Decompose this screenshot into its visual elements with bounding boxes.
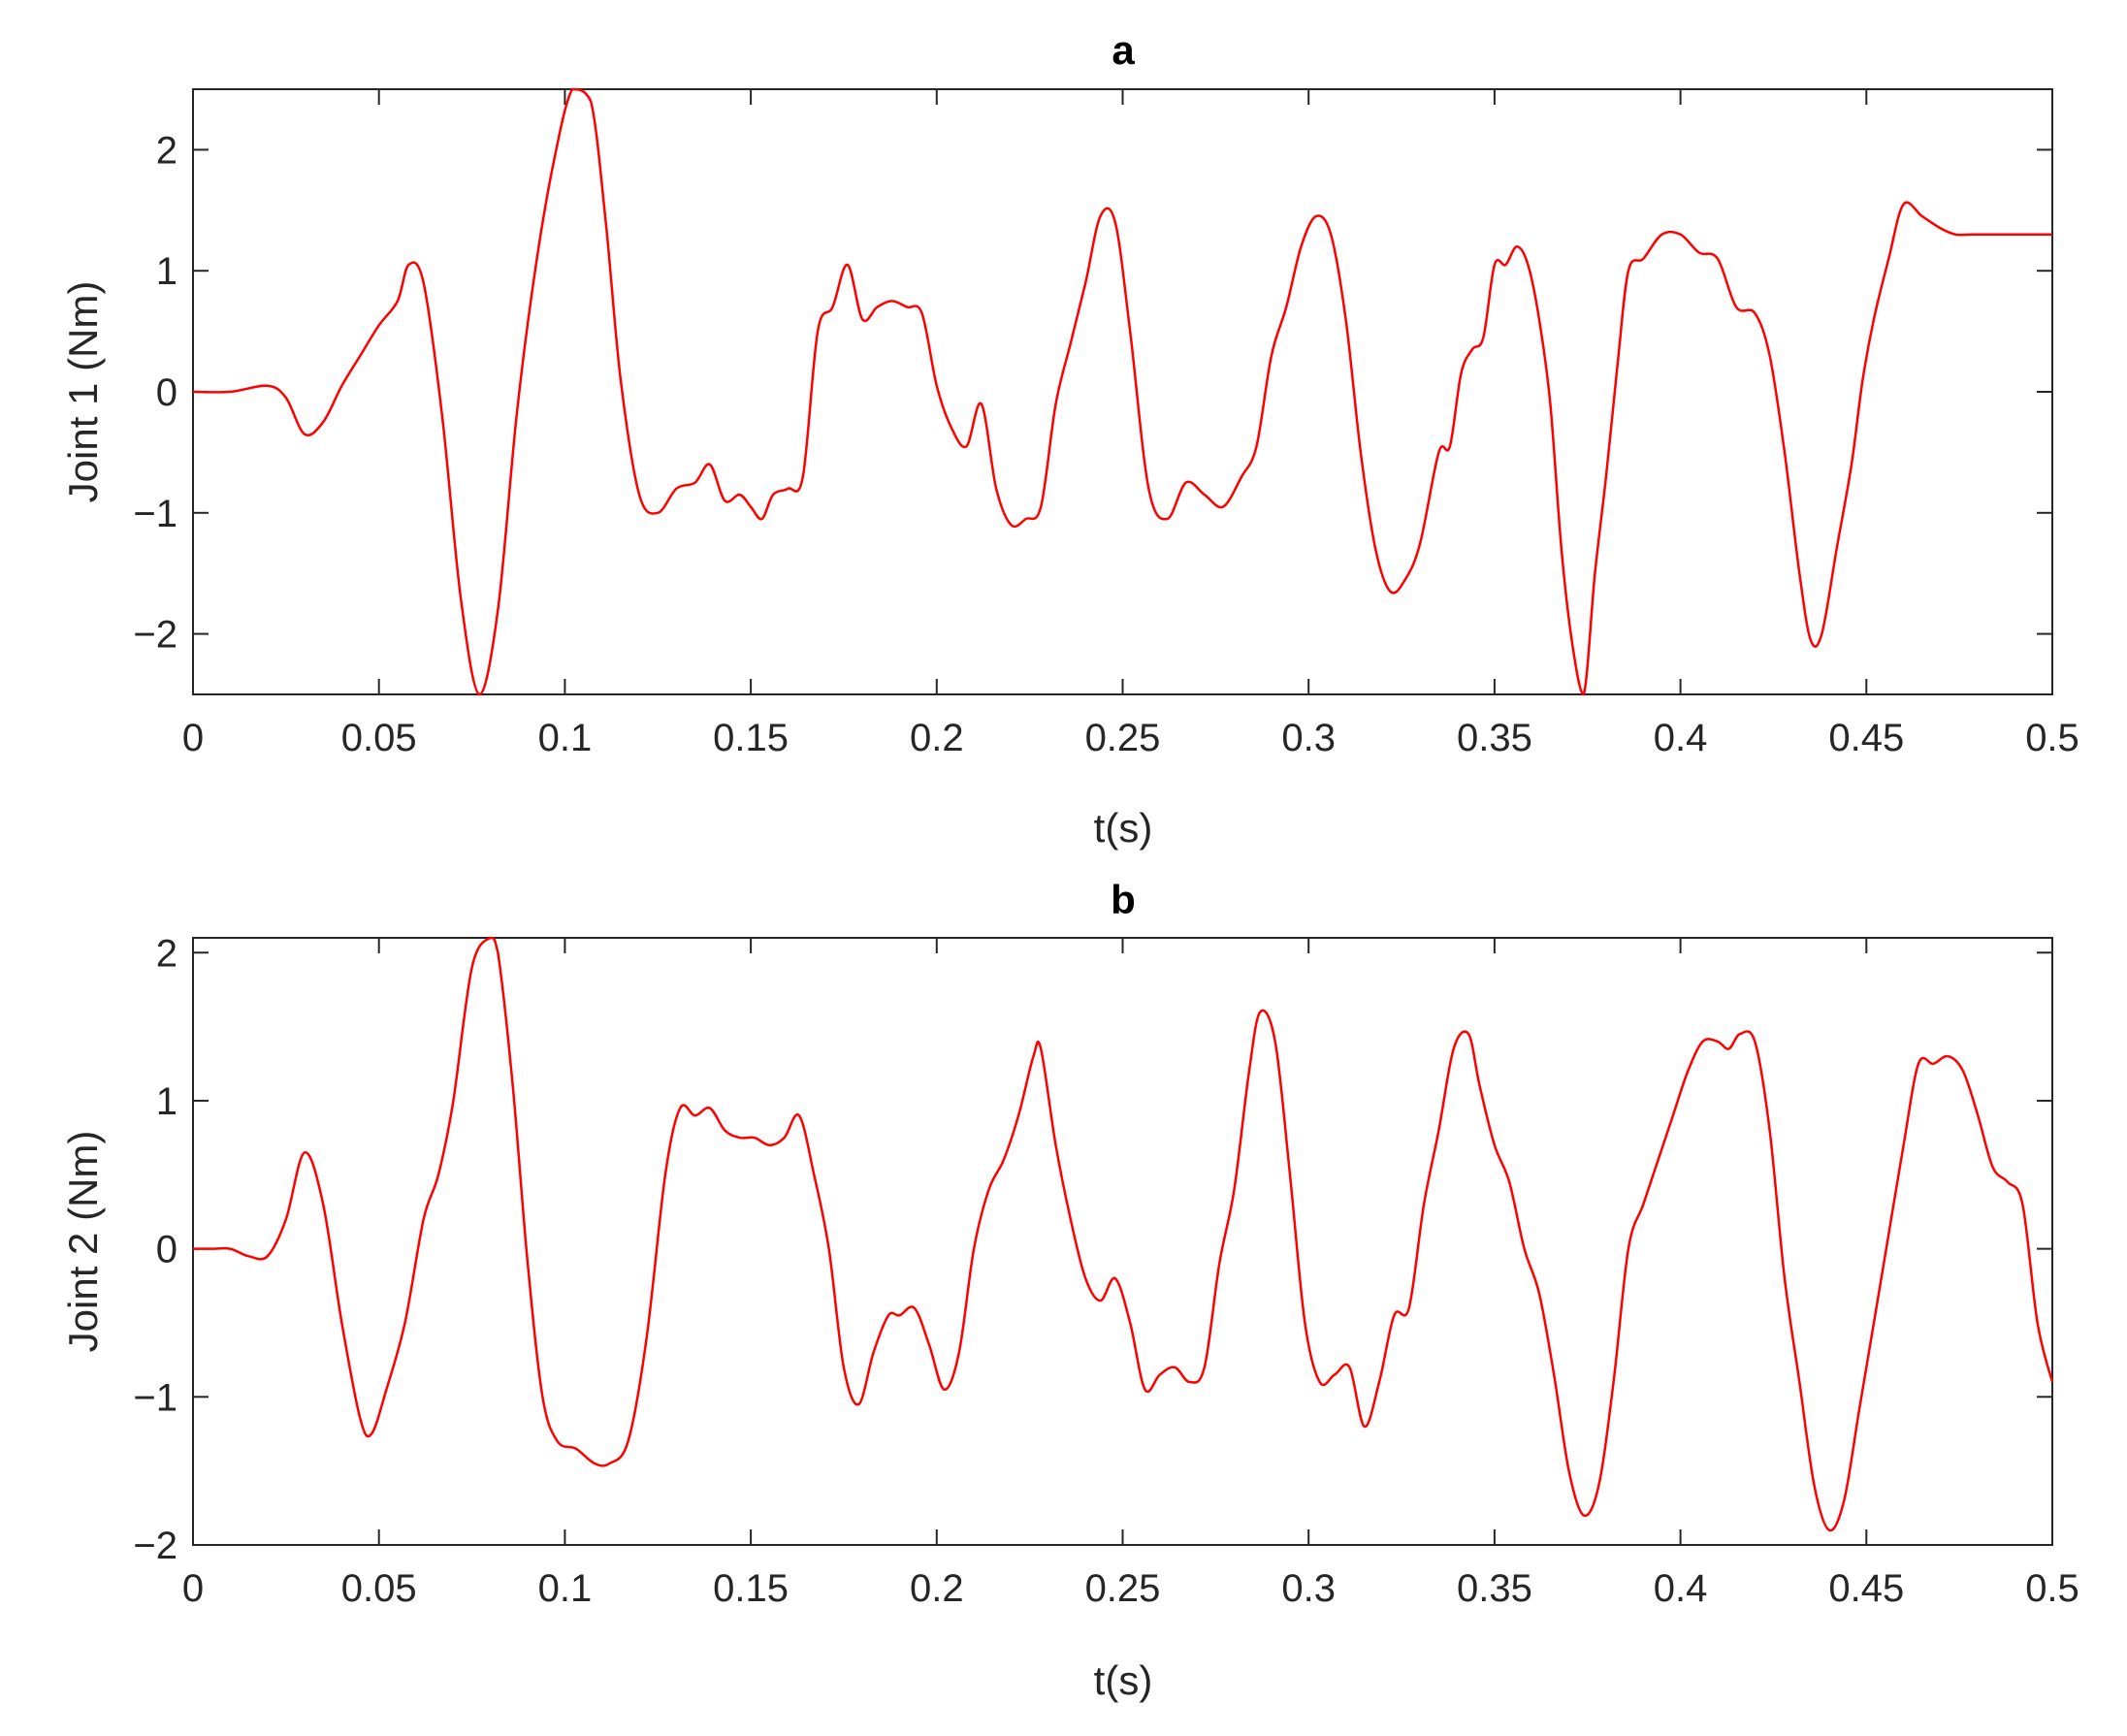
panel-b-x-tick-label: 0.2 — [910, 1567, 964, 1610]
panel-a-title: a — [1112, 27, 1135, 73]
panel-b-x-tick-label: 0.1 — [538, 1567, 593, 1610]
panel-a-x-tick-label: 0.2 — [910, 717, 964, 759]
panel-b-y-tick-label: 2 — [156, 932, 177, 975]
panel-a-x-tick-label: 0.25 — [1085, 717, 1161, 759]
panel-b-x-tick-label: 0.15 — [713, 1567, 789, 1610]
panel-b-y-axis-label: Joint 2 (Nm) — [60, 1131, 106, 1353]
panel-a-x-tick-label: 0.4 — [1654, 717, 1708, 759]
panel-b-y-tick-label: 0 — [156, 1229, 177, 1271]
panel-a-x-tick-label: 0.45 — [1828, 717, 1904, 759]
panel-a-x-tick-label: 0.3 — [1281, 717, 1336, 759]
panel-a-y-ticks: −2 −1 0 1 2 — [133, 129, 2052, 657]
panel-a-y-tick-label: 0 — [156, 371, 177, 414]
panel-a-y-axis-label: Joint 1 (Nm) — [60, 281, 106, 503]
panel-b-x-tick-label: 0.35 — [1457, 1567, 1532, 1610]
panel-b: b 0 0.05 0.1 0.15 0.2 0.25 0.3 0.35 0.4 0.45 0.5 −… — [60, 877, 2079, 1703]
panel-b-x-tick-label: 0.4 — [1654, 1567, 1708, 1610]
panel-a-x-tick-label: 0.1 — [538, 717, 593, 759]
panel-b-x-tick-label: 0.05 — [341, 1567, 417, 1610]
panel-a-x-tick-label: 0.15 — [713, 717, 789, 759]
panel-b-x-tick-label: 0.25 — [1085, 1567, 1161, 1610]
panel-b-x-tick-label: 0.5 — [2025, 1567, 2079, 1610]
panel-b-x-tick-label: 0 — [182, 1567, 204, 1610]
panel-a-x-tick-label: 0 — [182, 717, 204, 759]
panel-a-y-tick-label: 2 — [156, 129, 177, 172]
panel-b-y-tick-label: 1 — [156, 1080, 177, 1123]
panel-b-x-ticks: 0 0.05 0.1 0.15 0.2 0.25 0.3 0.35 0.4 0.45 0.5 — [182, 938, 2079, 1610]
panel-b-series-line — [193, 936, 2054, 1532]
panel-a-y-tick-label: −1 — [133, 493, 177, 535]
panel-b-x-tick-label: 0.45 — [1828, 1567, 1904, 1610]
panel-b-y-ticks: −2 −1 0 1 2 — [133, 932, 2052, 1567]
panel-b-y-tick-label: −1 — [133, 1376, 177, 1419]
panel-a-x-tick-label: 0.35 — [1457, 717, 1532, 759]
panel-a-x-ticks: 0 0.05 0.1 0.15 0.2 0.25 0.3 0.35 0.4 0.45 0.5 — [182, 89, 2079, 759]
panel-a-y-tick-label: 1 — [156, 250, 177, 293]
panel-a-x-axis-label: t(s) — [1094, 805, 1153, 851]
panel-a-y-tick-label: −2 — [133, 614, 177, 657]
panel-a-series-line — [192, 87, 2052, 696]
panel-b-x-axis-label: t(s) — [1094, 1657, 1153, 1703]
panel-a: a 0 0.05 0.1 0.15 0.2 0.25 0.3 0.35 0.4 0.45 0.5 −… — [60, 27, 2079, 851]
panel-b-y-tick-label: −2 — [133, 1525, 177, 1567]
panel-b-x-tick-label: 0.3 — [1281, 1567, 1336, 1610]
panel-a-x-tick-label: 0.05 — [341, 717, 417, 759]
panel-a-x-tick-label: 0.5 — [2025, 717, 2079, 759]
panel-b-title: b — [1111, 877, 1136, 922]
